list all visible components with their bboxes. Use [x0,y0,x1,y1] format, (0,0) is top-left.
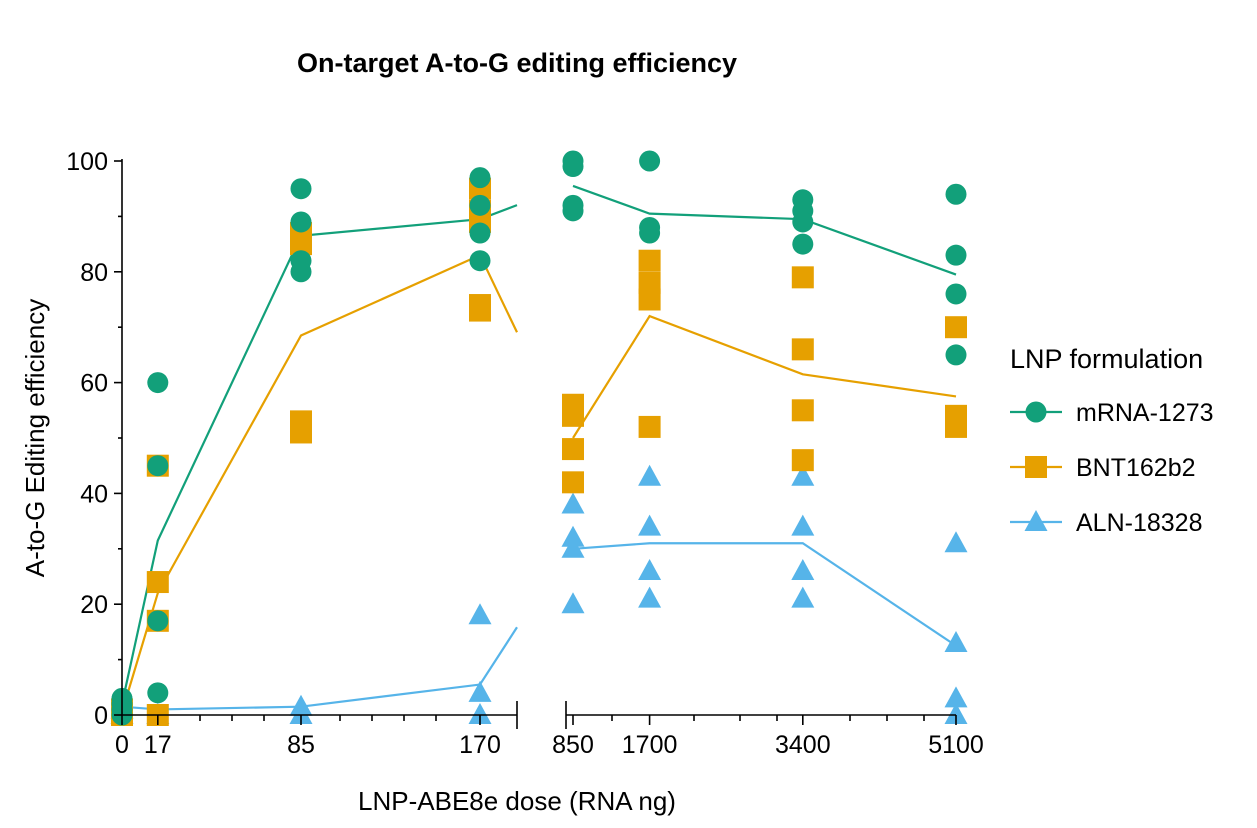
data-point-mrna-1273 [469,194,491,216]
data-point-aln-18328 [561,525,585,547]
data-point-aln-18328 [791,464,815,486]
x-tick-label: 850 [552,731,594,759]
data-point-mrna-1273 [469,250,491,272]
data-point-mrna-1273 [945,244,967,266]
data-point-bnt162b2 [638,288,661,311]
mean-line-bnt162b2-left [120,253,518,713]
data-point-bnt162b2 [791,338,814,361]
data-point-aln-18328 [791,558,815,580]
data-point-aln-18328 [561,536,585,558]
data-point-mrna-1273 [290,211,312,233]
x-tick-label: 3400 [775,731,831,759]
x-tick-label: 0 [115,731,129,759]
data-point-mrna-1273 [290,178,312,200]
data-point-mrna-1273 [562,156,584,178]
legend-label: mRNA-1273 [1076,399,1214,427]
data-point-bnt162b2 [638,249,661,272]
data-point-mrna-1273 [562,200,584,222]
data-point-aln-18328 [944,686,968,708]
mean-line-aln-18328-left [121,626,518,711]
x-tick-label: 85 [287,731,315,759]
mean-line-bnt162b2-right [572,314,957,439]
data-point-bnt162b2 [791,449,814,472]
legend-marker-mrna-1273 [1025,401,1047,423]
data-point-aln-18328 [944,531,968,553]
data-point-bnt162b2 [945,415,967,438]
data-point-mrna-1273 [792,233,814,255]
plot-area [110,150,968,726]
data-point-bnt162b2 [945,316,967,339]
data-point-aln-18328 [561,492,585,514]
data-point-mrna-1273 [945,183,967,205]
data-point-aln-18328 [944,703,968,724]
data-point-bnt162b2 [791,399,814,422]
x-tick-label: 1700 [622,731,678,759]
data-point-aln-18328 [791,514,815,536]
data-point-mrna-1273 [639,150,661,172]
data-point-mrna-1273 [945,344,967,366]
legend-marker-aln-18328 [1024,510,1048,531]
data-point-aln-18328 [791,586,815,608]
data-point-aln-18328 [561,592,585,614]
legend-title: LNP formulation [1010,344,1203,374]
legend: LNP formulation mRNA-1273 BNT162b2 ALN-183… [1010,344,1214,537]
mean-line-aln-18328-right [572,542,957,647]
axes: 0 20 40 60 80 100 0 17 85 170 850 1700 3400 5100 [66,148,984,759]
data-point-bnt162b2 [791,266,814,289]
data-point-aln-18328 [638,464,662,486]
data-point-aln-18328 [638,514,662,536]
data-point-aln-18328 [944,630,968,652]
data-point-bnt162b2 [290,421,312,444]
y-tick-label: 100 [66,148,108,176]
data-point-aln-18328 [289,703,313,724]
data-point-mrna-1273 [639,222,661,244]
data-point-bnt162b2 [638,271,661,294]
chart-title: On-target A-to-G editing efficiency [297,48,737,78]
legend-label: ALN-18328 [1076,509,1202,537]
y-tick-label: 40 [80,480,108,508]
y-tick-label: 60 [80,370,108,398]
mean-line-mrna-1273-right [572,184,957,276]
data-point-bnt162b2 [562,404,584,427]
data-point-bnt162b2 [146,571,169,594]
data-point-mrna-1273 [469,167,491,189]
y-tick-label: 20 [80,591,108,619]
y-tick-label: 80 [80,259,108,287]
data-point-mrna-1273 [147,455,169,477]
data-point-bnt162b2 [638,415,661,438]
data-point-bnt162b2 [562,471,584,494]
data-point-mrna-1273 [290,261,312,283]
data-point-bnt162b2 [290,233,312,256]
y-axis-label: A-to-G Editing efficiency [20,299,50,577]
mean-line-mrna-1273-left [120,204,518,705]
x-tick-label: 170 [459,731,501,759]
x-tick-label: 17 [144,731,172,759]
data-point-aln-18328 [468,603,492,625]
data-point-mrna-1273 [147,610,169,632]
data-point-aln-18328 [638,586,662,608]
data-point-aln-18328 [468,703,492,724]
legend-label: BNT162b2 [1076,454,1196,482]
data-point-aln-18328 [638,558,662,580]
y-tick-label: 0 [94,702,108,730]
data-point-mrna-1273 [945,283,967,305]
data-point-bnt162b2 [469,299,491,322]
data-point-bnt162b2 [562,438,584,461]
legend-marker-bnt162b2 [1025,456,1047,478]
x-axis-label: LNP-ABE8e dose (RNA ng) [358,786,676,816]
data-point-mrna-1273 [147,682,169,704]
data-point-aln-18328 [468,680,492,702]
x-tick-label: 5100 [928,731,984,759]
data-point-mrna-1273 [147,372,169,394]
data-point-mrna-1273 [792,211,814,233]
data-point-mrna-1273 [469,222,491,244]
